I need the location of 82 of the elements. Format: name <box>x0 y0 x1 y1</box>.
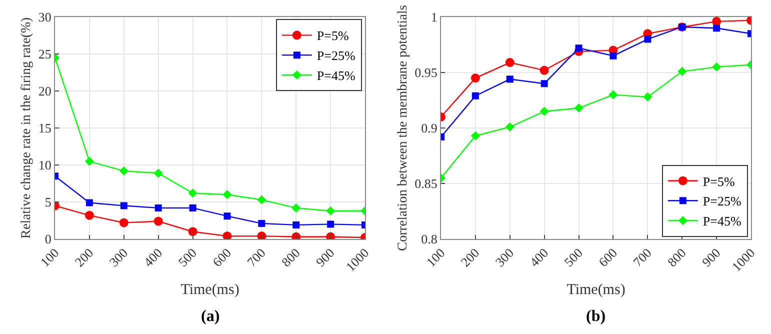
x-tick-label: 700 <box>630 245 654 270</box>
x-tick-label: 200 <box>72 245 96 270</box>
legend-label: P=45% <box>702 214 742 229</box>
x-tick-label: 300 <box>106 245 131 270</box>
point <box>540 80 548 88</box>
point <box>222 190 232 200</box>
point <box>470 131 480 140</box>
point <box>120 202 128 210</box>
x-tick-label: 700 <box>244 245 268 270</box>
y-tick-label: 0.85 <box>414 176 438 192</box>
point <box>292 203 301 212</box>
y-tick-label: 0.8 <box>421 232 438 247</box>
text: (a) <box>201 308 220 325</box>
point <box>119 218 128 228</box>
point <box>154 204 162 212</box>
point <box>119 166 128 176</box>
point <box>86 199 93 206</box>
point <box>472 92 479 100</box>
point <box>188 227 198 236</box>
legend-label: P=5% <box>316 28 349 44</box>
x-tick-label: 800 <box>278 245 303 270</box>
y-tick-label: 1 <box>430 10 438 25</box>
point <box>84 210 94 220</box>
point <box>154 216 163 226</box>
point <box>610 52 617 60</box>
y-tick-label: 0.95 <box>414 65 438 80</box>
legend-label: P=45% <box>316 68 356 84</box>
x-axis-title: Time(ms) <box>566 282 626 298</box>
point <box>608 90 618 100</box>
point <box>644 36 652 43</box>
point <box>257 195 266 204</box>
point <box>326 206 336 216</box>
point <box>574 103 584 113</box>
point <box>712 62 722 72</box>
point <box>154 168 163 178</box>
text: (b) <box>586 308 606 325</box>
x-tick-label: 100 <box>423 245 448 270</box>
x-tick-label: 900 <box>698 245 724 270</box>
y-axis-title: Relative change rate in the firing rate(%) <box>18 17 34 239</box>
legend-label: P=25% <box>316 48 356 64</box>
y-tick-label: 15 <box>38 120 52 136</box>
legend-label: P=25% <box>702 194 742 209</box>
x-tick-label: 300 <box>492 245 517 270</box>
y-tick-label: 30 <box>38 10 52 25</box>
x-tick-label: 900 <box>312 245 338 270</box>
x-tick-label: 800 <box>664 245 689 270</box>
x-axis-title: Time(ms) <box>180 282 240 298</box>
x-tick-label: 500 <box>175 245 200 270</box>
y-tick-label: 20 <box>38 84 52 99</box>
point <box>224 212 231 220</box>
point <box>188 188 198 198</box>
y-axis-title: Correlation between the membrane potentials <box>394 5 410 251</box>
point <box>540 106 549 116</box>
point <box>292 221 300 228</box>
point <box>713 24 720 32</box>
x-tick-label: 600 <box>210 245 234 270</box>
point <box>189 204 196 212</box>
point <box>505 122 514 132</box>
y-tick-label: 10 <box>38 158 52 173</box>
y-tick-label: 25 <box>38 46 52 62</box>
x-tick-label: 200 <box>458 245 482 270</box>
x-tick-label: 100 <box>37 245 62 270</box>
x-tick-label: 600 <box>596 245 620 270</box>
point <box>258 220 266 227</box>
point <box>678 66 687 76</box>
point <box>575 44 582 52</box>
y-tick-label: 0 <box>44 232 52 247</box>
x-tick-label: 400 <box>140 245 166 270</box>
point <box>222 232 232 239</box>
point <box>506 76 514 83</box>
point <box>505 58 514 68</box>
point <box>540 66 549 75</box>
point <box>327 220 334 228</box>
y-tick-label: 0.9 <box>421 120 438 136</box>
legend-label: P=5% <box>702 174 735 189</box>
point <box>643 92 652 102</box>
point <box>257 232 266 239</box>
point <box>84 156 94 166</box>
x-tick-label: 400 <box>526 245 552 270</box>
y-tick-label: 5 <box>44 194 52 210</box>
x-tick-label: 500 <box>561 245 586 270</box>
point <box>470 74 480 83</box>
